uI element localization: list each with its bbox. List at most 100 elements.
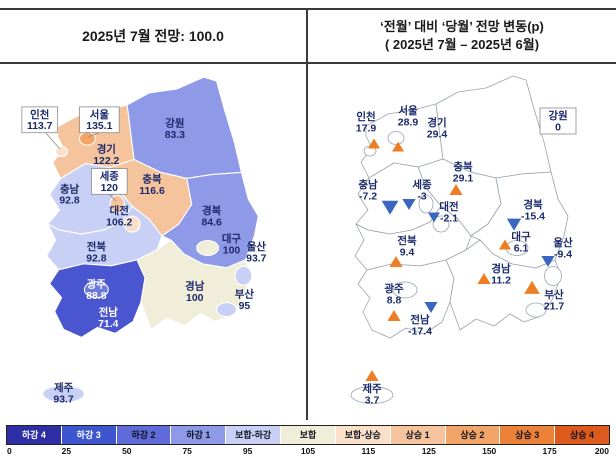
legend-item: 상승 1	[389, 426, 445, 444]
region-label-busan: 부산	[544, 288, 564, 301]
region-sejong	[418, 194, 434, 214]
region-value-chungbuk: 116.6	[139, 186, 165, 197]
region-value-ulsan: -9.4	[554, 249, 572, 261]
region-busan	[525, 302, 547, 318]
region-label-daegu: 대구	[222, 232, 242, 245]
region-label-seoul: 서울	[90, 108, 110, 121]
up-triangle-icon-daegu	[499, 239, 511, 250]
down-triangle-icon-jeonnam	[424, 302, 438, 314]
region-label-gangwon: 강원	[165, 117, 184, 130]
region-value-jeonbuk: 9.4	[400, 247, 415, 259]
legend-scale-number: 150	[482, 446, 497, 456]
callout-box-sejong	[91, 168, 128, 195]
region-value-jeonnam: 71.4	[98, 319, 118, 330]
region-label-jeonbuk: 전북	[397, 234, 417, 247]
legend-scale-number: 25	[61, 446, 72, 456]
callout-box-seoul	[79, 106, 120, 134]
legend: 하강 4 하강 3 하강 2 하강 1 보합-하강 보합 보합-상승 상승 1 상승 2 상승 3…	[6, 425, 610, 459]
region-jeju	[350, 386, 394, 404]
forecast-map: 경기122.2강원83.3충북116.6충남92.8경북84.6전북92.8전남…	[21, 76, 267, 405]
region-label-gyeongbuk: 경북	[523, 198, 543, 211]
region-label-gwangju: 광주	[87, 279, 107, 291]
up-triangle-icon-incheon	[368, 138, 380, 149]
legend-item: 하강 3	[60, 426, 116, 444]
region-label-daejeon: 대전	[439, 200, 458, 213]
region-value-chungnam: -7.2	[359, 191, 377, 203]
region-label-gwangju: 광주	[384, 283, 404, 295]
region-value-busan: 95	[239, 301, 251, 312]
region-value-sejong: 120	[101, 183, 119, 194]
legend-scale-number: 95	[242, 446, 253, 456]
region-value-daejeon: -2.1	[440, 213, 458, 225]
region-label-busan: 부산	[235, 288, 255, 301]
region-gwangju	[83, 281, 109, 299]
region-label-gyeonggi: 경기	[97, 143, 116, 156]
forecast-title-text: 2025년 7월 전망: 100.0	[82, 28, 224, 44]
region-ulsan	[544, 266, 562, 286]
legend-item: 하강 2	[115, 426, 171, 444]
legend-scale: 0 25 50 75 95 105 115 125 150 175 200	[6, 446, 610, 459]
leader-line	[88, 132, 100, 138]
region-value-chungnam: 92.8	[59, 196, 79, 207]
change-map-panel: 경기 29.4 강원 0 충북 29.1 충남 -7.2 경북 -15.4 전북 9.4 전남 -17.4…	[308, 64, 616, 420]
up-triangle-icon-gwangju	[387, 309, 401, 321]
region-label-seoul: 서울	[398, 104, 418, 117]
region-label-sejong: 세종	[100, 169, 120, 182]
up-triangle-icon-chungbuk	[449, 183, 463, 195]
up-triangle-icon-jeju	[365, 369, 379, 381]
region-label-chungnam: 충남	[60, 182, 80, 195]
legend-bar: 하강 4 하강 3 하강 2 하강 1 보합-하강 보합 보합-상승 상승 1 상승 2 상승 3…	[6, 425, 610, 445]
leader-line	[45, 132, 60, 149]
legend-item: 상승 3	[499, 426, 555, 444]
maps-row: 경기 122.2 강원 83.3 충북 116.6 충남 92.8 경북 84.6 전북 92.8 전남…	[0, 64, 616, 420]
header-row: 2025년 7월 전망: 100.0 ‘전월’ 대비 ‘당월’ 전망 변동(p)…	[0, 10, 616, 64]
region-label-gyeongnam: 경남	[185, 280, 205, 293]
region-value-gwangju: 88.8	[86, 291, 106, 302]
region-value-sejong: -3	[417, 191, 426, 203]
region-value-seoul: 135.1	[86, 121, 112, 132]
region-value-gyeongbuk: -15.4	[521, 211, 545, 223]
legend-scale-number: 200	[594, 446, 609, 456]
region-daejeon	[123, 215, 141, 233]
legend-scale-number: 175	[542, 446, 557, 456]
legend-item: 상승 2	[444, 426, 500, 444]
legend-scale-number: 125	[421, 446, 436, 456]
region-value-incheon: 113.7	[27, 121, 53, 132]
callout-box-gangwon	[539, 107, 577, 135]
region-value-gyeongnam: 100	[186, 293, 204, 304]
up-triangle-icon-busan	[524, 280, 540, 294]
down-triangle-icon-sejong	[402, 199, 416, 211]
region-value-gyeongnam: 11.2	[491, 275, 511, 287]
region-label-gyeongnam: 경남	[491, 262, 511, 275]
region-value-gyeonggi: 29.4	[427, 129, 448, 141]
region-value-gangwon: 0	[555, 122, 561, 134]
region-value-gwangju: 8.8	[387, 295, 402, 307]
callout-box-incheon	[21, 106, 59, 134]
region-label-jeonbuk: 전북	[87, 240, 107, 253]
region-value-gangwon: 83.3	[165, 130, 185, 141]
region-value-daegu: 6.1	[514, 243, 529, 255]
region-label-ulsan: 울산	[553, 236, 573, 249]
region-jeonnam	[49, 259, 146, 338]
up-triangle-icon-jeonbuk	[389, 255, 403, 267]
region-label-daegu: 대구	[511, 230, 531, 243]
legend-item: 하강 4	[7, 426, 61, 444]
legend-item: 보합-상승	[334, 426, 390, 444]
region-gwangju	[392, 281, 418, 299]
region-value-busan: 21.7	[544, 301, 565, 313]
legend-item: 하강 1	[170, 426, 226, 444]
down-triangle-icon-gyeongbuk	[506, 218, 522, 231]
region-value-jeonbuk: 92.8	[86, 253, 106, 264]
change-panel-title: ‘전월’ 대비 ‘당월’ 전망 변동(p) ( 2025년 7월 – 2025년…	[308, 10, 616, 62]
region-label-daejeon: 대전	[110, 204, 129, 217]
region-jeju	[42, 385, 85, 403]
figure-table: 2025년 7월 전망: 100.0 ‘전월’ 대비 ‘당월’ 전망 변동(p)…	[0, 8, 616, 420]
region-seoul	[387, 131, 405, 145]
region-label-sejong: 세종	[412, 178, 432, 191]
legend-scale-number: 75	[182, 446, 192, 456]
region-ulsan	[234, 265, 253, 286]
change-title-line2: ( 2025년 7월 – 2025년 6월)	[384, 37, 540, 52]
up-triangle-icon-gyeongnam	[477, 272, 491, 284]
